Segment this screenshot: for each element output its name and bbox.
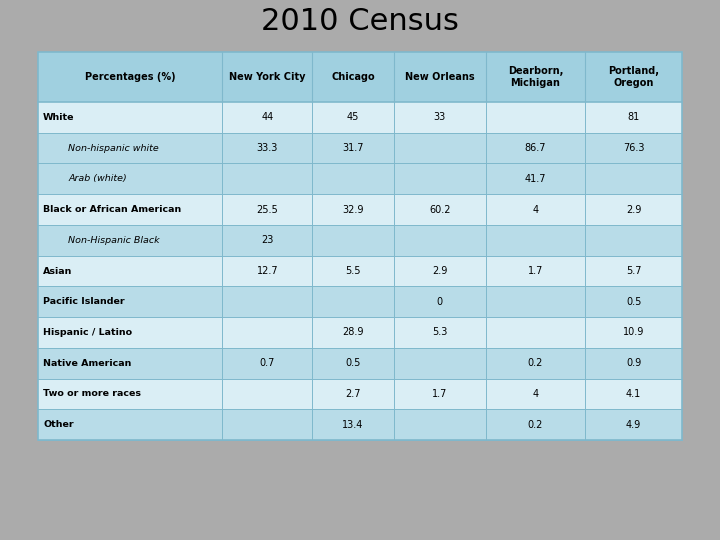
Text: 2010 Census: 2010 Census	[261, 8, 459, 37]
Text: 5.7: 5.7	[626, 266, 642, 276]
Text: Other: Other	[43, 420, 73, 429]
Text: Dearborn,
Michigan: Dearborn, Michigan	[508, 66, 563, 88]
Text: 28.9: 28.9	[342, 327, 364, 338]
Bar	[38, 164, 682, 194]
Text: Hispanic / Latino: Hispanic / Latino	[43, 328, 132, 337]
Text: Pacific Islander: Pacific Islander	[43, 297, 125, 306]
Text: 86.7: 86.7	[525, 143, 546, 153]
Text: 1.7: 1.7	[432, 389, 447, 399]
Text: 1.7: 1.7	[528, 266, 543, 276]
Text: 44: 44	[261, 112, 274, 123]
Text: 0.5: 0.5	[626, 296, 642, 307]
Text: 13.4: 13.4	[342, 420, 364, 430]
Text: 5.3: 5.3	[432, 327, 447, 338]
Bar	[38, 52, 682, 102]
Text: 33: 33	[433, 112, 446, 123]
Bar	[38, 255, 682, 286]
Text: 0.2: 0.2	[528, 420, 543, 430]
Text: 33.3: 33.3	[256, 143, 278, 153]
Text: 2.7: 2.7	[346, 389, 361, 399]
Text: Chicago: Chicago	[331, 72, 375, 82]
Text: 0.5: 0.5	[346, 358, 361, 368]
Text: Non-Hispanic Black: Non-Hispanic Black	[68, 236, 160, 245]
Text: 4: 4	[532, 389, 539, 399]
Text: 10.9: 10.9	[623, 327, 644, 338]
Text: 0.9: 0.9	[626, 358, 642, 368]
Text: 81: 81	[628, 112, 640, 123]
Text: Arab (white): Arab (white)	[68, 174, 127, 183]
Text: Black or African American: Black or African American	[43, 205, 181, 214]
Bar	[38, 409, 682, 440]
Bar	[38, 194, 682, 225]
Text: 2.9: 2.9	[432, 266, 447, 276]
Text: 5.5: 5.5	[346, 266, 361, 276]
Text: White: White	[43, 113, 74, 122]
Text: 0: 0	[437, 296, 443, 307]
Text: 0.7: 0.7	[260, 358, 275, 368]
Bar	[38, 348, 682, 379]
Text: Non-hispanic white: Non-hispanic white	[68, 144, 158, 153]
Text: Native American: Native American	[43, 359, 131, 368]
Bar	[38, 379, 682, 409]
Text: Percentages (%): Percentages (%)	[85, 72, 176, 82]
Bar	[38, 286, 682, 317]
Text: 23: 23	[261, 235, 274, 245]
Text: 4: 4	[532, 205, 539, 214]
Text: 60.2: 60.2	[429, 205, 451, 214]
Text: 2.9: 2.9	[626, 205, 642, 214]
Bar	[38, 52, 682, 440]
Text: 76.3: 76.3	[623, 143, 644, 153]
Text: 31.7: 31.7	[342, 143, 364, 153]
Text: 4.1: 4.1	[626, 389, 642, 399]
Text: 12.7: 12.7	[256, 266, 278, 276]
Bar	[38, 317, 682, 348]
Bar	[38, 133, 682, 164]
Text: 41.7: 41.7	[525, 174, 546, 184]
Text: New York City: New York City	[229, 72, 305, 82]
Text: Portland,
Oregon: Portland, Oregon	[608, 66, 659, 88]
Text: Two or more races: Two or more races	[43, 389, 141, 399]
Bar	[38, 225, 682, 255]
Text: 25.5: 25.5	[256, 205, 278, 214]
Text: Asian: Asian	[43, 267, 73, 275]
Text: 4.9: 4.9	[626, 420, 642, 430]
Text: 45: 45	[347, 112, 359, 123]
Bar	[38, 52, 682, 440]
Text: 32.9: 32.9	[342, 205, 364, 214]
Text: 0.2: 0.2	[528, 358, 543, 368]
Text: New Orleans: New Orleans	[405, 72, 474, 82]
Bar	[38, 102, 682, 133]
